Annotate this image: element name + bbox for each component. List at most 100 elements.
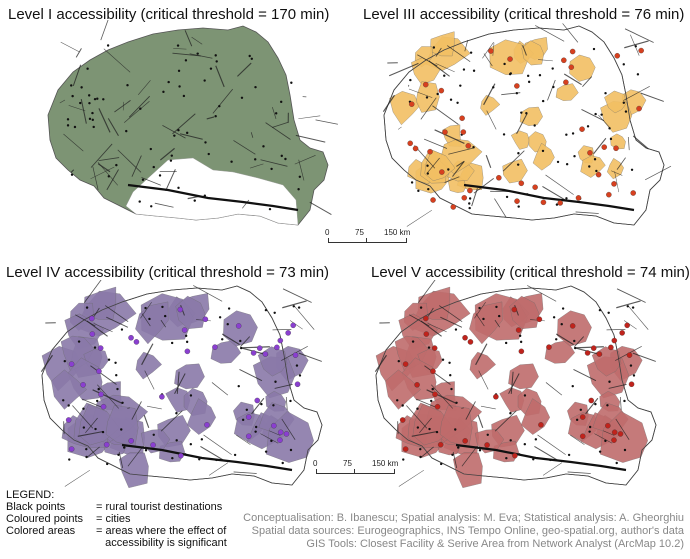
scale-tick: [354, 469, 355, 474]
road: [98, 157, 120, 162]
tourist-destination-point: [565, 162, 569, 166]
tourist-destination-point: [184, 453, 187, 456]
road: [85, 417, 98, 434]
map-level4: [22, 280, 342, 495]
tourist-destination-point: [478, 449, 482, 452]
tourist-destination-point: [117, 453, 120, 457]
road: [84, 280, 102, 303]
service-area: [610, 133, 626, 150]
road: [563, 73, 582, 86]
service-area: [599, 411, 648, 463]
road: [97, 162, 118, 186]
city-point: [579, 414, 586, 420]
road: [615, 418, 630, 440]
tourist-destination-point: [66, 124, 70, 127]
tourist-destination-point: [214, 54, 217, 57]
road: [242, 199, 250, 209]
road: [160, 319, 167, 328]
road: [237, 62, 252, 77]
tourist-destination-point: [419, 455, 422, 459]
road: [92, 166, 99, 191]
road: [72, 64, 82, 87]
panel-title-level5: Level V accessibility (critical threshol…: [371, 264, 690, 281]
tourist-destination-point: [185, 131, 189, 135]
tourist-destination-point: [93, 346, 97, 349]
road: [239, 368, 263, 382]
city-point: [595, 171, 602, 178]
city-point: [465, 143, 472, 149]
city-point: [103, 441, 110, 448]
road: [75, 48, 82, 58]
city-point: [630, 190, 636, 196]
city-point: [450, 204, 457, 210]
city-point: [442, 129, 448, 135]
city-point: [245, 433, 252, 440]
city-point: [256, 345, 263, 351]
road: [271, 122, 288, 128]
road: [251, 397, 265, 415]
city-point: [579, 433, 586, 440]
tourist-destination-point: [171, 456, 174, 460]
tourist-destination-point: [468, 206, 471, 210]
road: [374, 354, 387, 373]
road: [97, 384, 119, 409]
service-area: [510, 130, 530, 150]
tourist-destination-point: [600, 113, 603, 116]
road: [492, 42, 495, 56]
road: [614, 171, 620, 193]
tourist-destination-point: [177, 69, 181, 73]
road: [274, 383, 293, 389]
tourist-destination-point: [551, 67, 554, 70]
road: [93, 307, 100, 317]
city-point: [557, 200, 563, 206]
tourist-destination-point: [70, 173, 74, 176]
city-point: [488, 48, 494, 54]
road: [464, 39, 469, 52]
legend-key: [6, 537, 96, 549]
road: [448, 147, 475, 155]
tourist-destination-point: [492, 86, 495, 89]
city-point: [235, 323, 242, 329]
scale-bar-bottom: 0 75 150 km: [310, 459, 400, 485]
city-point: [431, 345, 438, 351]
tourist-destination-point: [196, 52, 199, 55]
city-point: [277, 429, 284, 436]
road: [452, 161, 465, 177]
road: [127, 407, 131, 409]
road: [174, 373, 186, 394]
tourist-destination-point: [62, 399, 65, 402]
city-point: [608, 344, 614, 351]
road: [200, 445, 225, 462]
road: [582, 76, 593, 88]
city-point: [613, 145, 619, 152]
road: [141, 177, 161, 186]
country-border: [375, 285, 657, 486]
road: [70, 169, 75, 173]
city-point: [277, 337, 284, 344]
tourist-destination-point: [237, 384, 240, 388]
road: [477, 414, 484, 428]
city-point: [532, 184, 538, 190]
tourist-destination-point: [478, 306, 481, 310]
city-point: [617, 431, 624, 437]
tourist-destination-point: [419, 447, 422, 451]
road: [494, 198, 507, 218]
tourist-destination-point: [454, 428, 457, 431]
city-point: [496, 175, 502, 181]
tourist-destination-point: [427, 187, 430, 191]
tourist-destination-point: [139, 107, 142, 110]
tourist-destination-point: [270, 167, 273, 171]
tourist-destination-point: [560, 323, 563, 326]
tourist-destination-point: [552, 316, 556, 319]
tourist-destination-point: [518, 453, 521, 456]
road: [106, 169, 119, 191]
road: [482, 42, 494, 59]
road: [440, 316, 463, 328]
tourist-destination-point: [396, 399, 399, 402]
scale-label-150: 150 km: [384, 228, 411, 237]
road: [508, 373, 520, 394]
road: [545, 174, 574, 195]
road: [574, 346, 604, 349]
road: [535, 25, 565, 42]
tourist-destination-point: [270, 439, 273, 443]
